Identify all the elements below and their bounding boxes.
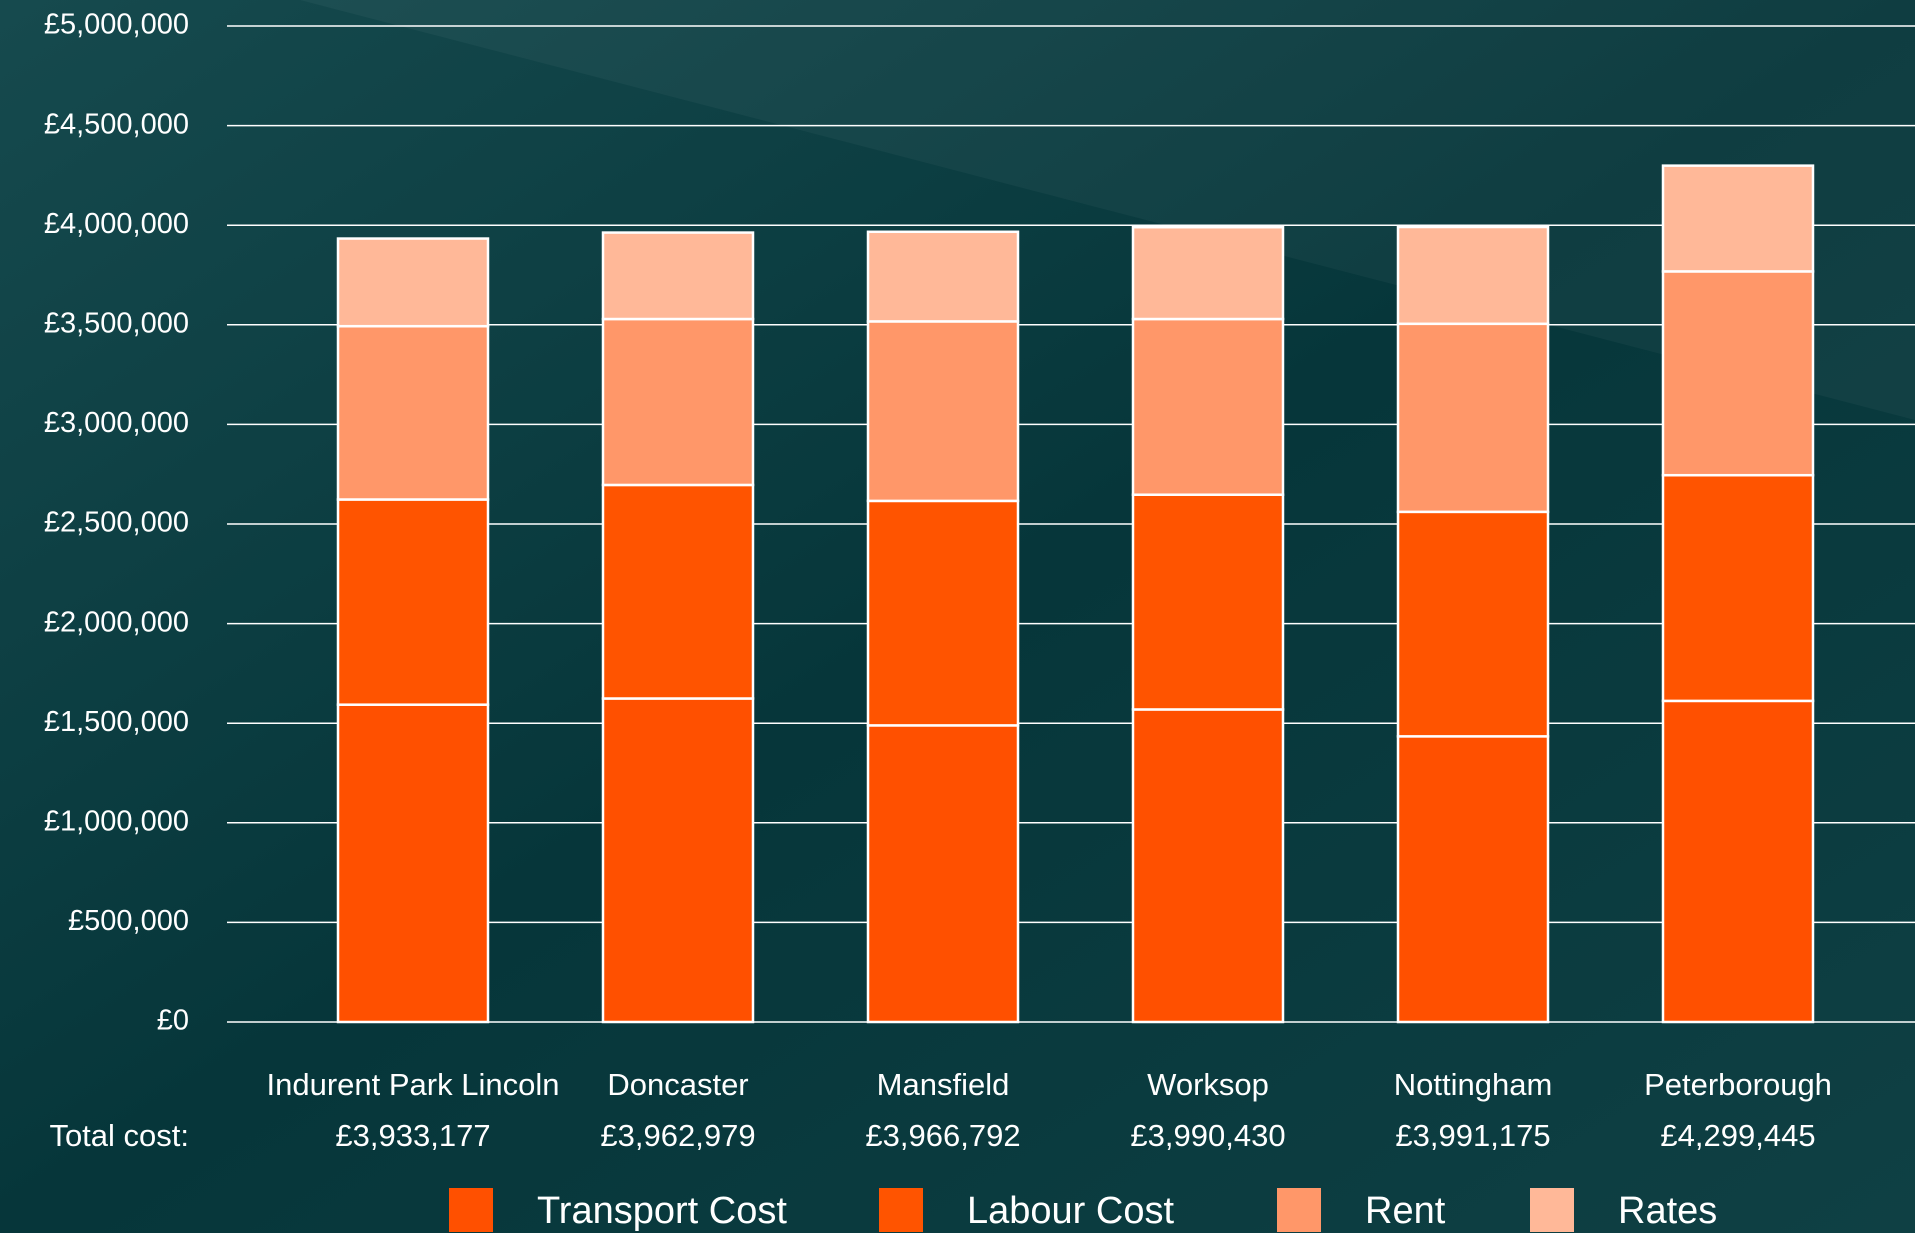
bar-segment bbox=[868, 321, 1018, 500]
total-label: £3,990,430 bbox=[1130, 1118, 1285, 1153]
total-label: £3,991,175 bbox=[1395, 1118, 1550, 1153]
y-tick-label: £5,000,000 bbox=[44, 9, 189, 41]
x-tick-label: Indurent Park Lincoln bbox=[267, 1067, 560, 1102]
bar-segment bbox=[1133, 495, 1283, 710]
legend-label: Rates bbox=[1618, 1190, 1717, 1232]
chart: Total cost: £0 £500,000 £1,000,000 £1,500,0… bbox=[0, 0, 1915, 1233]
x-tick-label: Mansfield bbox=[877, 1067, 1010, 1102]
bar-segment bbox=[338, 326, 488, 499]
y-tick-label: £500,000 bbox=[68, 905, 189, 937]
page: {"chart_data": {"type": "stacked-bar", "… bbox=[0, 0, 1915, 1233]
y-tick-label: £2,500,000 bbox=[44, 507, 189, 539]
bar-segment bbox=[1663, 166, 1813, 272]
bar-segment bbox=[868, 501, 1018, 725]
bar-segment bbox=[1398, 736, 1548, 1022]
legend-swatch bbox=[1530, 1188, 1574, 1232]
bar-segment bbox=[1398, 227, 1548, 324]
y-tick-label: £0 bbox=[157, 1005, 189, 1037]
bar-segment bbox=[1398, 512, 1548, 736]
bar-segment bbox=[1398, 324, 1548, 512]
bar-segment bbox=[1133, 227, 1283, 319]
y-tick-label: £1,000,000 bbox=[44, 805, 189, 837]
legend-label: Rent bbox=[1365, 1190, 1446, 1232]
legend-swatch bbox=[449, 1188, 493, 1232]
bar-segment bbox=[603, 233, 753, 319]
bar-segment bbox=[338, 499, 488, 704]
y-tick-label: £2,000,000 bbox=[44, 606, 189, 638]
bar-segment bbox=[1663, 271, 1813, 475]
x-tick-label: Doncaster bbox=[607, 1067, 748, 1102]
bar-segment bbox=[603, 319, 753, 485]
total-label: £3,962,979 bbox=[600, 1118, 755, 1153]
y-tick-label: £3,500,000 bbox=[44, 307, 189, 339]
total-label: £3,933,177 bbox=[335, 1118, 490, 1153]
y-tick-label: £3,000,000 bbox=[44, 407, 189, 439]
bar-segment bbox=[603, 485, 753, 699]
y-tick-label: £4,500,000 bbox=[44, 108, 189, 140]
x-tick-label: Peterborough bbox=[1644, 1067, 1832, 1102]
bar-segment bbox=[338, 239, 488, 327]
bar-segment bbox=[868, 725, 1018, 1022]
bar-segment bbox=[1663, 701, 1813, 1022]
legend-swatch bbox=[1277, 1188, 1321, 1232]
legend-label: Labour Cost bbox=[967, 1190, 1174, 1232]
x-tick-label: Worksop bbox=[1147, 1067, 1269, 1102]
y-tick-label: £4,000,000 bbox=[44, 208, 189, 240]
total-label: £4,299,445 bbox=[1660, 1118, 1815, 1153]
legend-label: Transport Cost bbox=[537, 1190, 787, 1232]
legend-swatch bbox=[879, 1188, 923, 1232]
bar-segment bbox=[1663, 475, 1813, 701]
y-tick-label: £1,500,000 bbox=[44, 706, 189, 738]
bar-segment bbox=[603, 698, 753, 1022]
bar-segment bbox=[1133, 709, 1283, 1022]
total-label: £3,966,792 bbox=[865, 1118, 1020, 1153]
bar-segment bbox=[338, 705, 488, 1022]
total-caption: Total cost: bbox=[49, 1118, 189, 1153]
bar-segment bbox=[1133, 319, 1283, 495]
x-tick-label: Nottingham bbox=[1394, 1067, 1553, 1102]
bar-segment bbox=[868, 232, 1018, 322]
